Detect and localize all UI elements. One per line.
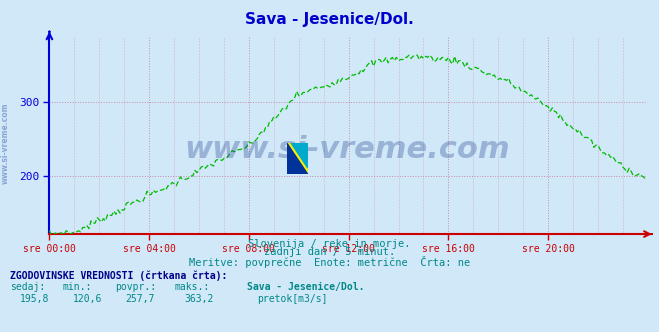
Text: www.si-vreme.com: www.si-vreme.com <box>1 102 10 184</box>
Text: zadnji dan / 5 minut.: zadnji dan / 5 minut. <box>264 247 395 257</box>
Text: Meritve: povprečne  Enote: metrične  Črta: ne: Meritve: povprečne Enote: metrične Črta:… <box>189 256 470 268</box>
Text: pretok[m3/s]: pretok[m3/s] <box>257 294 328 304</box>
Polygon shape <box>287 143 308 174</box>
Text: Sava - Jesenice/Dol.: Sava - Jesenice/Dol. <box>247 282 364 292</box>
Text: 257,7: 257,7 <box>125 294 155 304</box>
Text: 120,6: 120,6 <box>72 294 102 304</box>
Text: maks.:: maks.: <box>175 282 210 292</box>
Text: Slovenija / reke in morje.: Slovenija / reke in morje. <box>248 239 411 249</box>
Polygon shape <box>291 143 308 168</box>
Text: povpr.:: povpr.: <box>115 282 156 292</box>
Text: min.:: min.: <box>63 282 92 292</box>
Text: 195,8: 195,8 <box>20 294 49 304</box>
Text: ZGODOVINSKE VREDNOSTI (črtkana črta):: ZGODOVINSKE VREDNOSTI (črtkana črta): <box>10 271 227 281</box>
Polygon shape <box>287 143 308 174</box>
Text: www.si-vreme.com: www.si-vreme.com <box>185 134 511 164</box>
Text: sedaj:: sedaj: <box>10 282 45 292</box>
Text: 363,2: 363,2 <box>185 294 214 304</box>
Text: Sava - Jesenice/Dol.: Sava - Jesenice/Dol. <box>245 12 414 27</box>
